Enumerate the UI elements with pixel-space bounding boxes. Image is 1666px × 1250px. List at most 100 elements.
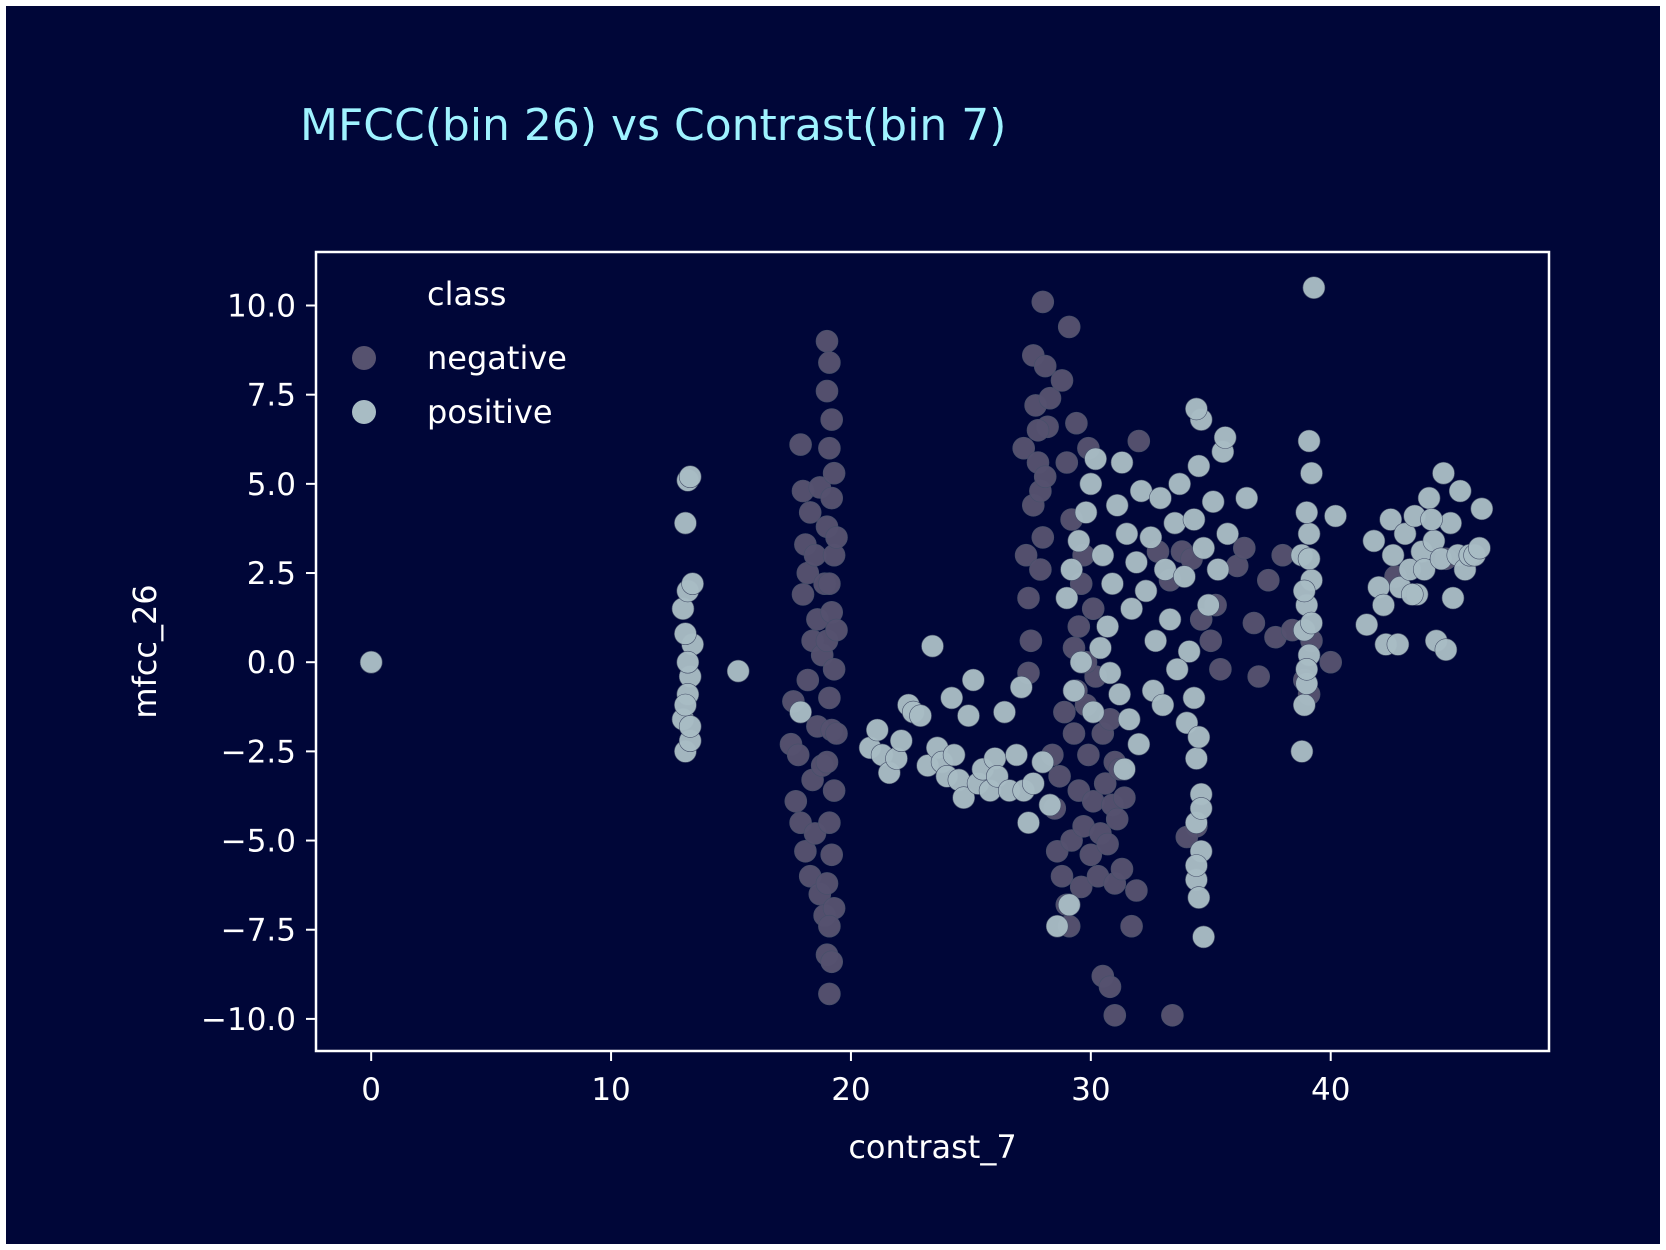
data-point-positive (1005, 743, 1028, 767)
data-point-positive (1470, 497, 1494, 521)
data-point-positive (1084, 447, 1107, 471)
data-point-positive (1151, 693, 1175, 717)
data-point-negative (820, 408, 844, 431)
data-point-positive (1163, 511, 1187, 535)
y-axis: 10.0 7.5 5.0 2.5 0.0 −2.5 −5.0 −7.5 −10.0 (201, 289, 316, 1038)
data-point-positive (1168, 472, 1191, 496)
data-point-positive (1187, 886, 1211, 909)
data-point-negative (1055, 451, 1079, 474)
data-point-negative (1093, 772, 1117, 795)
data-point-negative (1242, 611, 1266, 635)
y-tick-label: 0.0 (247, 645, 296, 681)
data-point-positive (1105, 493, 1129, 517)
data-point-positive (1439, 511, 1462, 535)
data-point-positive (1293, 693, 1316, 717)
data-point-positive (1091, 543, 1115, 567)
data-point-negative (815, 379, 839, 403)
legend-label-negative: negative (427, 339, 567, 377)
data-point-positive (1295, 501, 1318, 524)
data-point-negative (1065, 411, 1088, 435)
legend-title: class (427, 275, 506, 313)
data-point-positive (1110, 451, 1134, 474)
data-point-positive (1420, 508, 1443, 531)
data-point-positive (1201, 490, 1225, 514)
data-point-negative (1079, 843, 1103, 867)
series-positive (359, 276, 1494, 949)
data-point-negative (789, 433, 812, 456)
data-point-positive (940, 686, 964, 710)
chart-figure: MFCC(bin 26) vs Contrast(bin 7) 0 10 20 30 4… (6, 6, 1660, 1244)
data-point-negative (1033, 465, 1057, 489)
data-point-positive (1381, 543, 1405, 567)
data-point-positive (1206, 558, 1230, 581)
data-point-negative (1069, 875, 1093, 899)
data-point-negative (818, 982, 841, 1006)
data-point-positive (1386, 633, 1410, 656)
data-point-positive (1187, 725, 1211, 749)
data-point-negative (1161, 1003, 1184, 1027)
x-axis: 0 10 20 30 40 (361, 1051, 1350, 1108)
data-point-negative (818, 914, 841, 938)
data-point-positive (674, 511, 697, 535)
data-point-positive (1192, 925, 1215, 949)
data-point-positive (957, 704, 980, 728)
data-point-positive (1379, 508, 1402, 531)
data-point-negative (1077, 743, 1100, 767)
data-point-positive (1129, 479, 1153, 503)
data-point-negative (822, 657, 846, 681)
data-point-positive (1098, 661, 1122, 685)
x-tick-label: 40 (1311, 1072, 1350, 1108)
scatter-chart: MFCC(bin 26) vs Contrast(bin 7) 0 10 20 30 4… (126, 100, 1551, 1166)
data-point-positive (1185, 747, 1208, 770)
data-point-positive (889, 729, 913, 753)
data-point-negative (803, 543, 827, 567)
data-point-positive (1192, 536, 1215, 560)
data-point-positive (1434, 638, 1458, 662)
data-point-negative (791, 583, 815, 606)
data-point-positive (1120, 597, 1143, 621)
data-point-negative (822, 461, 846, 485)
data-point-positive (1069, 650, 1093, 674)
data-point-positive (1393, 522, 1417, 546)
data-point-positive (961, 668, 985, 692)
data-point-negative (1110, 857, 1134, 881)
data-point-positive (1067, 529, 1091, 553)
data-point-negative (1053, 700, 1076, 724)
data-point-positive (676, 650, 700, 674)
data-point-positive (1149, 486, 1172, 510)
data-point-positive (1362, 529, 1386, 553)
data-point-negative (1012, 436, 1036, 460)
data-point-negative (1105, 807, 1129, 831)
data-point-positive (1165, 657, 1189, 681)
y-tick-label: −5.0 (221, 824, 296, 860)
data-point-positive (1235, 486, 1258, 510)
data-point-negative (818, 686, 841, 710)
data-point-positive (1372, 593, 1395, 617)
data-point-positive (1062, 679, 1086, 703)
data-point-positive (1017, 811, 1040, 835)
data-point-negative (1120, 914, 1143, 938)
data-point-positive (1189, 797, 1213, 820)
data-point-negative (1319, 650, 1342, 674)
data-points (359, 276, 1494, 1027)
data-point-positive (1117, 707, 1141, 731)
data-point-positive (678, 715, 702, 738)
data-point-positive (1297, 522, 1321, 546)
data-point-negative (1057, 315, 1081, 339)
data-point-negative (1125, 879, 1148, 902)
data-point-positive (1113, 757, 1136, 781)
data-point-negative (1014, 543, 1038, 567)
data-point-negative (815, 750, 839, 774)
x-axis-title: contrast_7 (848, 1128, 1016, 1166)
data-point-positive (1185, 397, 1208, 421)
data-point-positive (674, 622, 697, 646)
data-point-negative (825, 618, 848, 642)
data-point-positive (952, 786, 976, 810)
y-tick-label: 10.0 (227, 289, 296, 325)
y-tick-label: −10.0 (201, 1002, 296, 1038)
data-point-negative (1026, 418, 1050, 442)
data-point-negative (820, 843, 844, 867)
y-tick-label: 5.0 (247, 467, 296, 503)
data-point-positive (1468, 536, 1491, 560)
data-point-positive (1300, 461, 1323, 485)
